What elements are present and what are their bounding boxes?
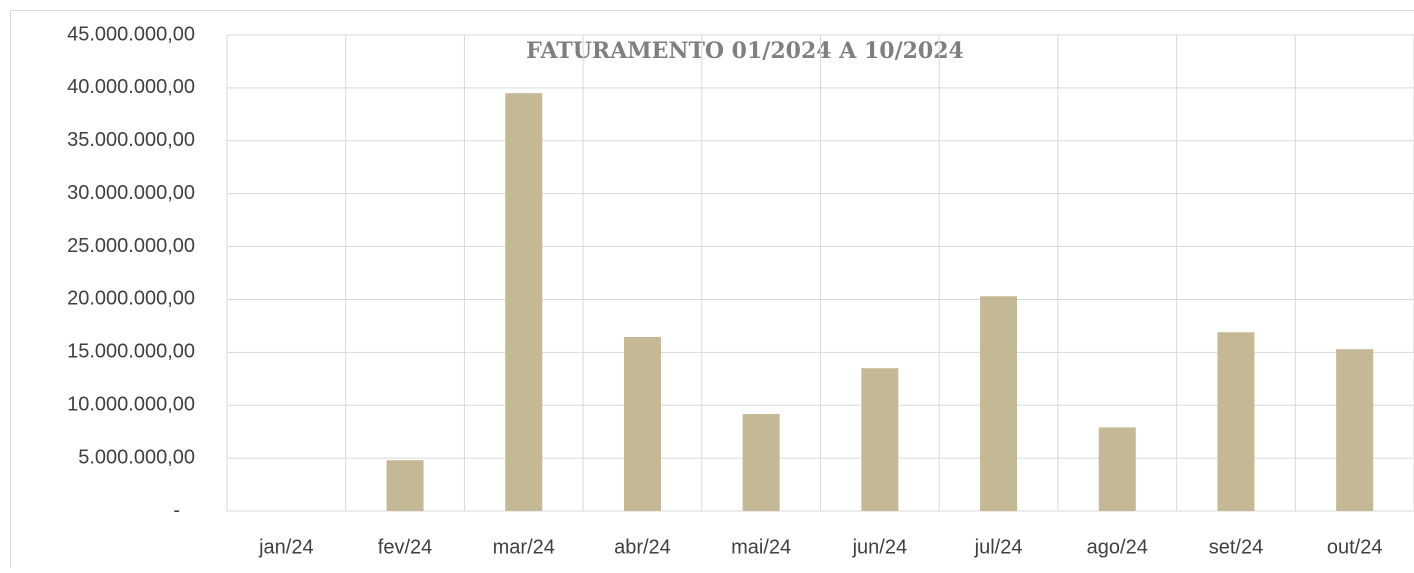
y-tick-label: 5.000.000,00 [78, 446, 195, 468]
y-tick-label: 30.000.000,00 [67, 182, 195, 204]
chart-title: FATURAMENTO 01/2024 A 10/2024 [526, 38, 964, 64]
bar [743, 414, 780, 511]
y-tick-label: 45.000.000,00 [67, 23, 195, 45]
x-tick-label: mai/24 [731, 536, 791, 558]
bar [980, 296, 1017, 511]
x-tick-label: jun/24 [852, 536, 908, 558]
bar [624, 337, 661, 511]
bar [505, 93, 542, 511]
bar [1336, 349, 1373, 511]
x-tick-label: ago/24 [1087, 536, 1148, 558]
bar [1217, 332, 1254, 511]
x-tick-label: mar/24 [493, 536, 555, 558]
x-tick-label: set/24 [1209, 536, 1263, 558]
y-tick-label: 25.000.000,00 [67, 235, 195, 257]
y-tick-label: - [173, 499, 180, 521]
chart-border [11, 11, 1414, 569]
y-tick-label: 15.000.000,00 [67, 341, 195, 363]
y-tick-label: 40.000.000,00 [67, 76, 195, 98]
x-tick-label: fev/24 [378, 536, 432, 558]
y-tick-label: 20.000.000,00 [67, 288, 195, 310]
x-tick-label: abr/24 [614, 536, 671, 558]
bar [387, 460, 424, 511]
x-tick-label: jan/24 [258, 536, 314, 558]
x-tick-label: jul/24 [974, 536, 1023, 558]
y-tick-label: 35.000.000,00 [67, 129, 195, 151]
bar [861, 368, 898, 511]
y-tick-label: 10.000.000,00 [67, 394, 195, 416]
x-tick-label: out/24 [1327, 536, 1383, 558]
bar [1099, 427, 1136, 511]
